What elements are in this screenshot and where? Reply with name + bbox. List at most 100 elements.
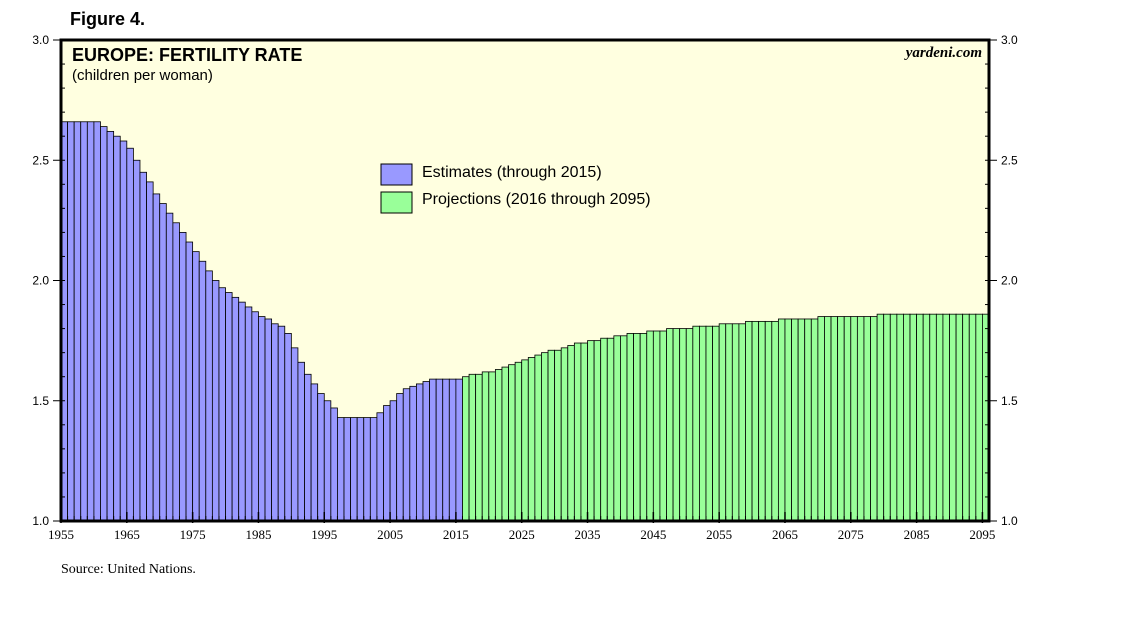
- estimate-bar-1984: [251, 311, 259, 522]
- projection-bar-2080: [883, 313, 891, 522]
- estimate-bar-1972: [172, 222, 180, 522]
- estimate-bar-1982: [238, 301, 246, 522]
- estimate-bar-1989: [284, 333, 292, 522]
- projection-bar-2021: [494, 369, 503, 522]
- estimate-bar-1994: [317, 393, 325, 522]
- estimate-bar-1990: [290, 347, 299, 522]
- projection-bar-2084: [909, 313, 918, 522]
- estimate-bar-1958: [80, 121, 88, 522]
- estimate-bar-1964: [119, 140, 128, 522]
- projection-bar-2034: [580, 342, 588, 522]
- x-tick-label: 2075: [838, 527, 864, 542]
- projection-bar-2087: [929, 313, 937, 522]
- estimate-bar-1988: [277, 325, 286, 522]
- estimate-bar-2009: [415, 383, 424, 522]
- projection-bar-2028: [541, 352, 549, 522]
- projection-bar-2036: [593, 340, 602, 522]
- estimate-bar-1983: [244, 306, 253, 522]
- estimate-bar-1987: [271, 323, 279, 522]
- x-tick-label: 2015: [443, 527, 469, 542]
- estimate-bar-2006: [396, 393, 404, 522]
- projection-bar-2085: [916, 313, 924, 522]
- projection-bar-2086: [922, 313, 931, 522]
- x-tick-label: 2085: [904, 527, 930, 542]
- projection-bar-2060: [751, 320, 760, 522]
- estimate-bar-1993: [310, 383, 319, 522]
- estimate-bar-2005: [389, 400, 398, 522]
- axes: 1.0 1.0 1.5 1.5 2.0 2.0 2.5 2.5 3.0 3.0 1955 1965 19…: [32, 33, 1018, 542]
- projection-bar-2068: [804, 318, 812, 522]
- x-tick-label: 1975: [180, 527, 206, 542]
- projection-bar-2079: [876, 313, 885, 522]
- estimate-bar-1997: [337, 417, 345, 522]
- projection-bar-2088: [935, 313, 944, 522]
- estimate-bar-2000: [356, 417, 365, 522]
- x-tick-label: 1985: [245, 527, 271, 542]
- estimate-bar-1975: [192, 251, 200, 522]
- x-tick-label: 1995: [311, 527, 337, 542]
- projection-bar-2057: [731, 323, 740, 522]
- y-tick-label-left: 1.0: [32, 514, 49, 528]
- projection-bar-2053: [705, 325, 713, 522]
- projection-bar-2029: [547, 349, 556, 522]
- projection-bar-2026: [527, 357, 536, 522]
- estimate-bar-2013: [442, 378, 450, 522]
- x-tick-label: 2055: [706, 527, 732, 542]
- projection-bar-2059: [745, 320, 753, 522]
- estimate-bar-1968: [146, 181, 154, 522]
- projection-bar-2070: [817, 316, 825, 522]
- projection-bar-2016: [462, 376, 470, 522]
- y-tick-label-right: 1.5: [1001, 394, 1018, 408]
- estimate-bar-1986: [264, 318, 273, 522]
- estimate-bar-1959: [86, 121, 95, 522]
- estimate-bar-1985: [258, 316, 266, 522]
- projection-bar-2035: [587, 340, 595, 522]
- projection-bar-2066: [791, 318, 799, 522]
- estimate-bar-1956: [67, 121, 75, 522]
- estimate-bar-2011: [429, 378, 437, 522]
- projection-bar-2063: [771, 320, 779, 522]
- estimate-bar-1971: [165, 212, 174, 522]
- projection-bar-2052: [699, 325, 707, 522]
- projection-bar-2083: [903, 313, 911, 522]
- estimate-bar-2010: [422, 381, 430, 522]
- projection-bar-2064: [777, 318, 786, 522]
- estimate-bar-1978: [211, 280, 220, 522]
- x-tick-label: 1965: [114, 527, 140, 542]
- legend-label-estimates: Estimates (through 2015): [422, 164, 602, 181]
- watermark: yardeni.com: [904, 45, 982, 61]
- projection-bar-2056: [725, 323, 733, 522]
- projection-bar-2027: [534, 354, 542, 522]
- projection-bar-2082: [896, 313, 904, 522]
- estimate-bar-1970: [159, 203, 167, 522]
- projection-bar-2075: [850, 316, 858, 522]
- projection-bar-2045: [652, 330, 661, 522]
- legend-label-projections: Projections (2016 through 2095): [422, 191, 651, 208]
- estimate-bar-1974: [185, 241, 194, 522]
- estimate-bar-1995: [323, 400, 332, 522]
- estimate-bar-1966: [132, 159, 141, 522]
- projection-bar-2090: [949, 313, 957, 522]
- projection-bar-2041: [626, 333, 634, 522]
- projection-bar-2025: [521, 359, 529, 522]
- projection-bar-2044: [646, 330, 654, 522]
- y-tick-label-left: 1.5: [32, 394, 49, 408]
- projection-bar-2039: [613, 335, 621, 522]
- estimate-bar-2003: [376, 412, 384, 522]
- estimate-bar-1961: [100, 126, 108, 522]
- projection-bar-2074: [843, 316, 852, 522]
- projection-bar-2072: [830, 316, 839, 522]
- projection-bar-2022: [501, 366, 509, 522]
- projection-bar-2042: [633, 333, 641, 522]
- estimate-bar-1976: [198, 260, 207, 522]
- projection-bar-2091: [955, 313, 964, 522]
- estimate-bar-1992: [304, 373, 312, 522]
- estimate-bar-2001: [363, 417, 371, 522]
- projection-bar-2061: [758, 320, 766, 522]
- estimate-bar-2008: [409, 385, 417, 522]
- estimate-bar-1996: [330, 407, 338, 522]
- projection-bar-2049: [679, 328, 687, 522]
- x-tick-label: 2035: [575, 527, 601, 542]
- y-tick-label-left: 3.0: [32, 33, 49, 47]
